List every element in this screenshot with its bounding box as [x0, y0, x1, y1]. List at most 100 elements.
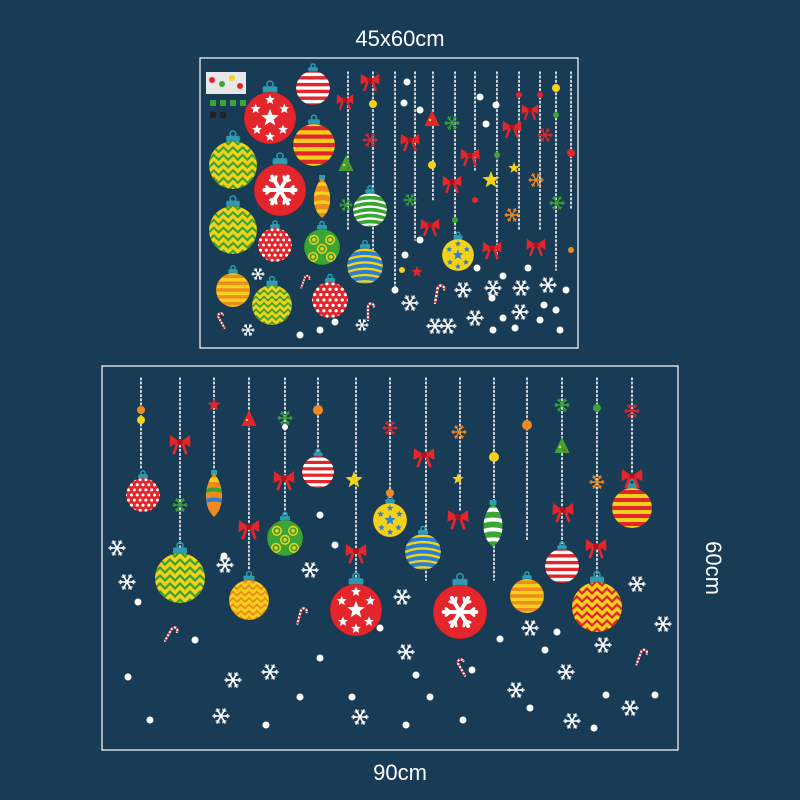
snowflake-icon: [628, 576, 646, 592]
dot-icon: [468, 666, 476, 674]
dot-icon: [499, 314, 507, 322]
dot-icon: [313, 405, 323, 415]
dot-icon: [553, 628, 561, 636]
dot-icon: [494, 152, 500, 158]
dot-icon: [541, 646, 549, 654]
snowflake-icon: [521, 620, 539, 636]
dot-icon: [472, 197, 478, 203]
snowflake-icon: [511, 304, 529, 320]
dot-icon: [369, 100, 377, 108]
bauble-icon: [483, 500, 503, 547]
snowflake-icon: [301, 562, 319, 578]
snowflake-icon: [216, 557, 234, 573]
snowflake-icon: [382, 421, 398, 435]
bauble-icon: [404, 525, 442, 571]
dot-icon: [316, 654, 324, 662]
dot-icon: [553, 112, 559, 118]
bauble-icon: [571, 570, 623, 633]
candy-cane-icon: [456, 658, 467, 677]
dot-icon: [536, 316, 544, 324]
dot-icon: [552, 306, 560, 314]
snowflake-icon: [401, 295, 419, 311]
snowflake-icon: [426, 318, 444, 334]
bauble-icon: [215, 265, 251, 308]
dot-icon: [526, 704, 534, 712]
snowflake-icon: [444, 116, 460, 130]
dot-icon: [296, 693, 304, 701]
bauble-icon: [125, 470, 161, 513]
snowflake-icon: [507, 682, 525, 698]
bow-icon: [420, 218, 440, 237]
dot-icon: [220, 552, 228, 560]
star-icon: [207, 398, 221, 411]
bow-icon: [345, 544, 367, 564]
dot-icon: [412, 671, 420, 679]
snowflake-icon: [241, 324, 255, 336]
bow-icon: [502, 120, 522, 139]
snowflake-icon: [466, 310, 484, 326]
snowflake-icon: [557, 664, 575, 680]
bow-icon: [526, 238, 546, 257]
dot-icon: [391, 286, 399, 294]
bauble-icon: [253, 152, 307, 217]
large-sheet-border: [101, 365, 679, 751]
snowflake-icon: [224, 672, 242, 688]
bauble-icon: [295, 63, 331, 106]
dot-icon: [401, 251, 409, 259]
dot-icon: [537, 92, 543, 98]
bauble-icon: [313, 175, 331, 218]
snowflake-icon: [355, 319, 369, 331]
dot-icon: [402, 721, 410, 729]
snowflake-icon: [261, 664, 279, 680]
candy-cane-icon: [217, 312, 226, 329]
bauble-icon: [205, 470, 223, 517]
bauble-icon: [346, 239, 384, 285]
bauble-icon: [372, 495, 408, 538]
bow-icon: [413, 448, 435, 468]
candy-cane-icon: [300, 274, 311, 289]
dot-icon: [428, 161, 436, 169]
dot-icon: [540, 301, 548, 309]
bow-icon: [273, 471, 295, 491]
bauble-icon: [544, 541, 580, 584]
snowflake-icon: [277, 411, 293, 425]
dot-icon: [400, 99, 408, 107]
snowflake-icon: [362, 133, 378, 147]
bauble-icon: [611, 478, 653, 529]
dot-icon: [567, 149, 575, 157]
sheet-large-width-label: 90cm: [373, 760, 427, 785]
dot-icon: [296, 331, 304, 339]
dot-icon: [593, 404, 601, 412]
snowflake-icon: [484, 280, 502, 296]
candy-cane-icon: [366, 302, 376, 322]
bauble-icon: [509, 571, 545, 614]
bauble-icon: [228, 570, 270, 621]
bauble-icon: [292, 114, 336, 167]
snowflake-icon: [504, 208, 520, 222]
dot-icon: [496, 635, 504, 643]
snowflake-icon: [549, 196, 565, 210]
dot-icon: [134, 598, 142, 606]
dot-icon: [651, 691, 659, 699]
small-sheet-border: [199, 57, 579, 349]
snowflake-icon: [351, 709, 369, 725]
candy-cane-icon: [296, 607, 308, 625]
sheet-preview-thumbnail: [206, 72, 246, 118]
candy-cane-icon: [635, 648, 649, 666]
star-icon: [411, 266, 423, 277]
bauble-icon: [352, 185, 388, 228]
bow-icon: [169, 435, 191, 455]
star-icon: [452, 473, 464, 484]
dot-icon: [562, 286, 570, 294]
star-icon: [508, 162, 520, 173]
bauble-icon: [208, 195, 258, 255]
dot-icon: [316, 511, 324, 519]
bauble-icon: [208, 130, 258, 190]
dot-icon: [376, 624, 384, 632]
dot-icon: [516, 92, 522, 98]
dot-icon: [459, 716, 467, 724]
dot-icon: [476, 93, 484, 101]
bow-icon: [621, 469, 643, 489]
bauble-icon: [329, 572, 383, 637]
